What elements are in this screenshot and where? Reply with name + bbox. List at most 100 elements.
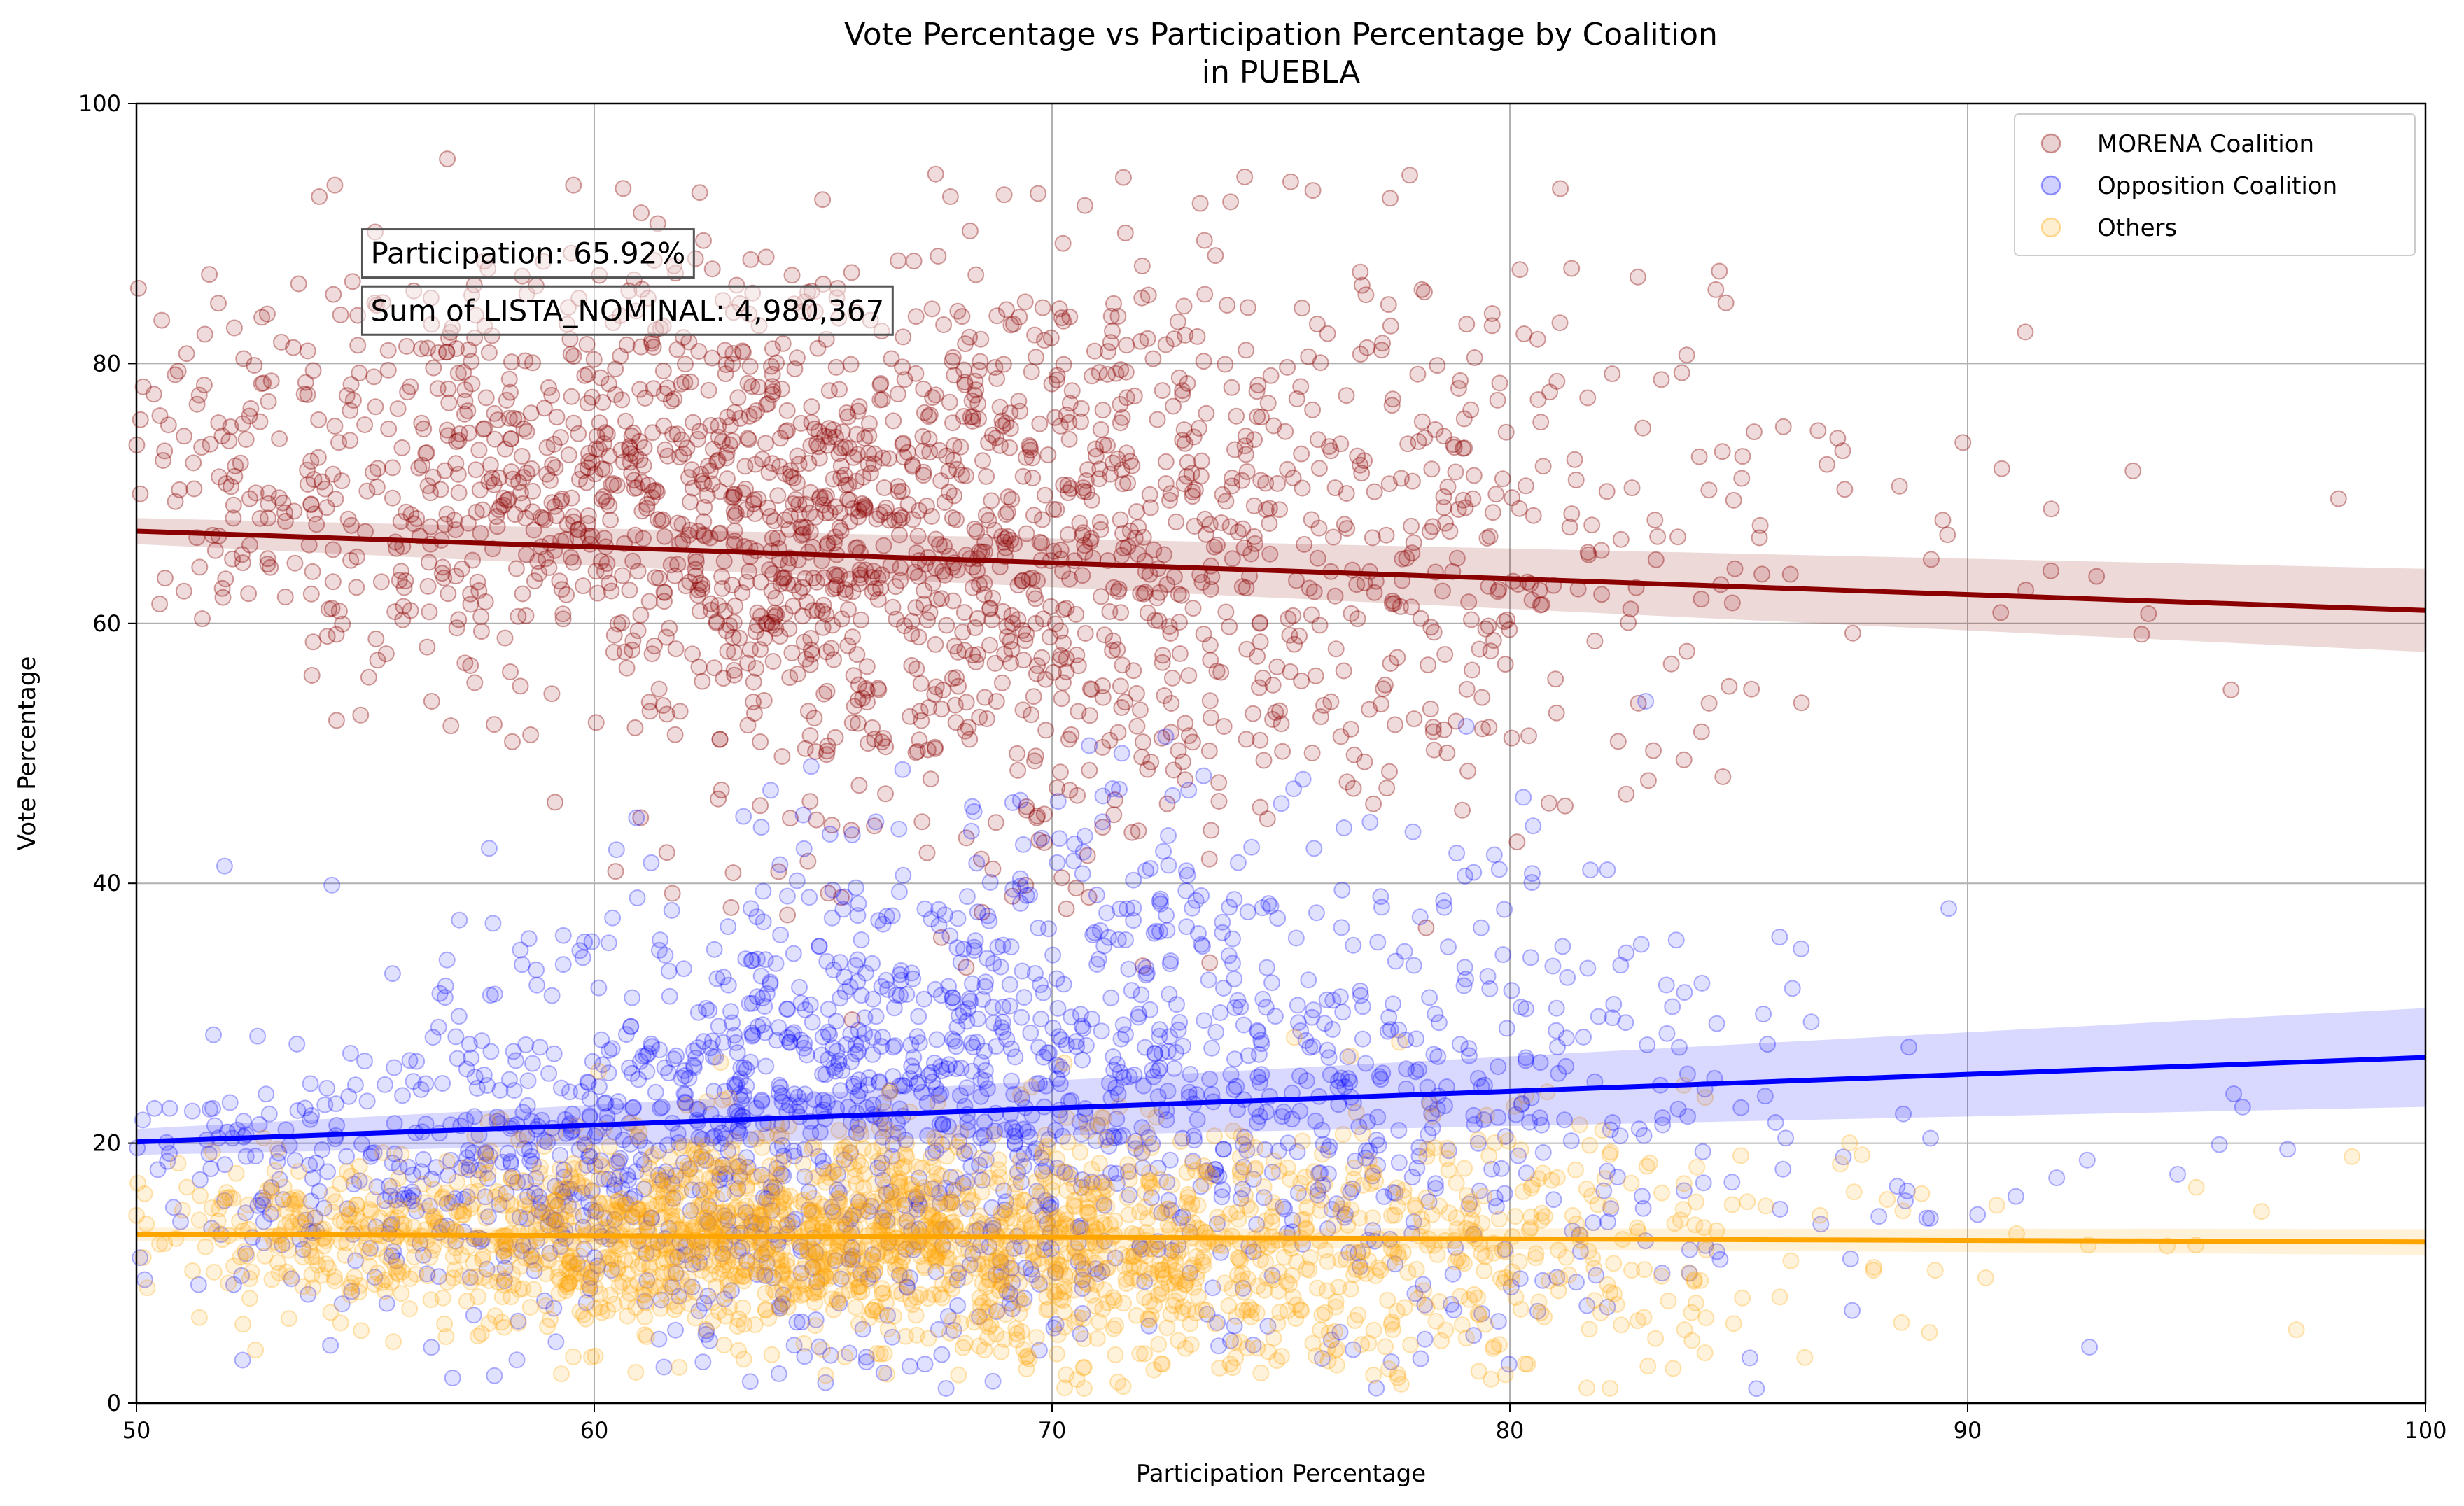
data-point [888,610,905,628]
data-point [818,606,835,624]
data-point [1312,354,1329,372]
data-point [583,1349,601,1366]
data-point [547,794,564,811]
data-point [910,1008,927,1025]
data-point [827,428,844,446]
data-point [399,383,416,401]
data-point [971,708,988,726]
data-point [190,1211,208,1229]
data-point [368,630,385,647]
data-point [986,359,1004,376]
data-point [1154,647,1172,664]
data-point [1273,795,1290,812]
data-point [1425,741,1443,759]
data-point [410,459,428,477]
data-point [831,566,848,584]
data-point [702,417,720,434]
data-point [832,990,849,1007]
data-point [395,598,412,615]
data-point [1009,761,1027,779]
data-point [1081,761,1098,779]
data-point [1016,989,1033,1006]
data-point [958,888,976,906]
data-point [1836,481,1854,498]
data-point [1174,432,1191,449]
data-point [768,354,785,372]
data-point [1034,299,1051,316]
data-point [354,1241,371,1259]
data-point [517,352,534,370]
data-point [712,1054,729,1071]
data-point [1165,397,1182,415]
data-point [498,392,515,409]
data-point [780,620,798,638]
data-point [1300,971,1317,989]
data-point [1061,395,1079,412]
data-point [543,987,561,1004]
data-point [1252,731,1269,749]
data-point [402,506,420,523]
data-point [1421,989,1438,1006]
data-point [760,395,777,412]
data-point [634,502,651,520]
data-point [848,425,866,443]
data-point [650,511,666,528]
data-point [318,1079,336,1097]
data-point [1891,477,1908,495]
data-point [681,521,699,539]
data-point [1483,305,1501,322]
data-point [915,596,932,613]
data-point [1214,1181,1231,1199]
data-point [785,598,802,615]
data-point [543,685,561,703]
data-point [1009,745,1026,762]
data-point [1060,430,1078,448]
data-point [654,363,672,379]
data-point [1324,528,1342,546]
data-point [592,369,610,386]
data-point [1629,268,1646,286]
data-point [738,573,755,591]
data-point [1140,286,1157,304]
data-point [629,479,646,496]
data-point [1145,924,1163,942]
data-point [717,365,734,383]
data-point [529,553,547,570]
data-point [306,505,323,523]
data-point [946,367,963,384]
data-point [734,484,752,502]
data-point [552,429,569,446]
data-point [349,337,367,354]
data-point [273,333,290,351]
data-point [421,603,438,621]
data-point [449,465,467,483]
data-point [719,642,736,660]
data-point [1023,449,1041,467]
data-point [1028,1329,1045,1346]
data-point [629,563,647,580]
data-point [967,266,985,283]
data-point [1170,1021,1187,1039]
data-point [372,573,390,591]
data-point [920,408,937,425]
data-point [629,622,647,640]
data-point [1646,512,1664,529]
data-point [581,1090,598,1108]
data-point [350,1283,368,1301]
data-point [692,575,709,592]
data-point [858,658,876,675]
data-point [1618,944,1635,962]
data-point [794,579,811,596]
data-point [289,1102,307,1119]
data-point [709,451,727,469]
data-point [716,603,734,620]
data-point [1331,988,1349,1006]
data-point [324,573,342,591]
data-point [934,682,952,699]
data-point [369,1240,386,1258]
data-point [459,514,477,532]
data-point [944,353,961,370]
data-point [1670,528,1686,546]
data-point [319,1163,336,1181]
data-point [590,1062,608,1080]
